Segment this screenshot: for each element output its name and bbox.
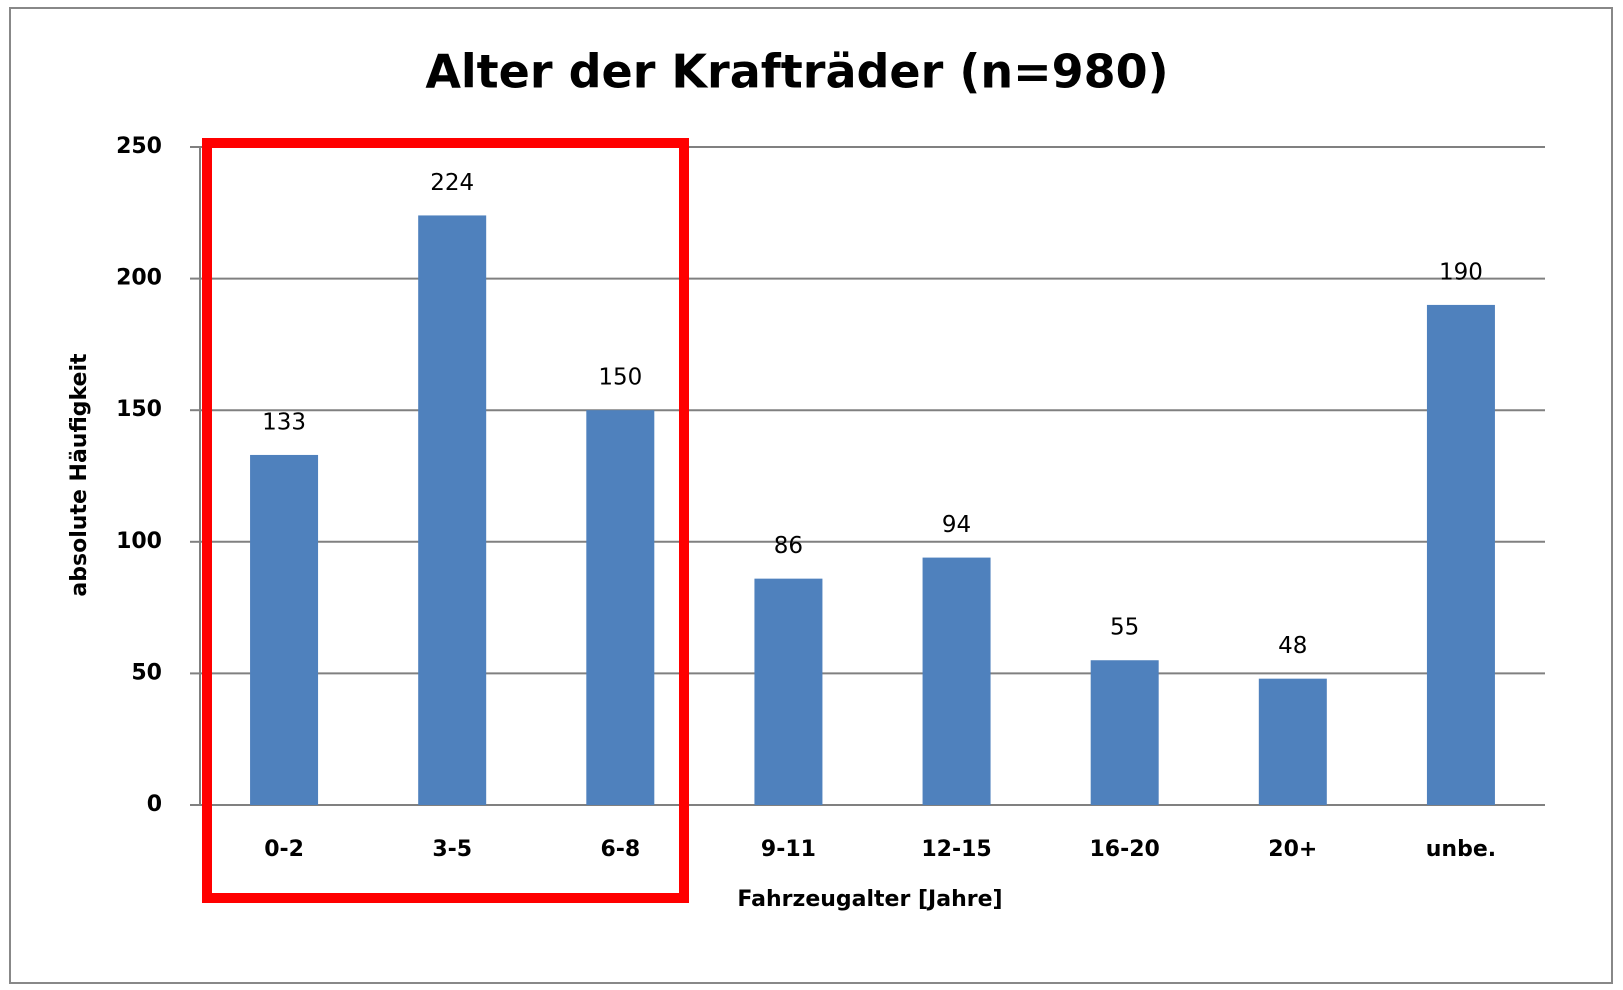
y-tick-label: 250 [116, 134, 162, 159]
bar [1090, 660, 1159, 805]
bar [754, 578, 823, 805]
data-label: 190 [1439, 259, 1483, 285]
bar [922, 557, 991, 805]
x-tick-label: 20+ [1268, 837, 1317, 862]
data-label: 94 [942, 512, 971, 538]
data-label: 55 [1110, 615, 1139, 641]
y-axis-label: absolute Häufigkeit [67, 353, 92, 597]
data-label: 150 [598, 365, 642, 391]
x-axis-label: Fahrzeugalter [Jahre] [737, 887, 1002, 912]
bar [1426, 304, 1495, 805]
chart-title: Alter der Krafträder (n=980) [425, 45, 1168, 99]
y-tick-label: 200 [116, 266, 162, 291]
bar [1258, 678, 1327, 805]
bar [418, 215, 487, 805]
y-tick-label: 100 [116, 529, 162, 554]
highlight-box [202, 138, 689, 903]
x-tick-label: 9-11 [761, 837, 816, 862]
data-label: 133 [262, 409, 306, 435]
x-tick-label: 0-2 [264, 837, 304, 862]
x-tick-label: 16-20 [1090, 837, 1160, 862]
data-label: 48 [1278, 633, 1307, 659]
plot: 0 50 100 150 200 250 0-2 133 3-5 224 6-8 150 9-11 86 1… [116, 134, 1545, 862]
data-label: 86 [774, 533, 803, 559]
x-tick-label: 12-15 [921, 837, 991, 862]
x-tick-label: 3-5 [432, 837, 472, 862]
x-tick-label: unbe. [1426, 837, 1496, 862]
y-tick-label: 50 [131, 660, 162, 685]
x-tick-label: 6-8 [600, 837, 640, 862]
data-label: 224 [430, 170, 474, 196]
y-tick-label: 150 [116, 397, 162, 422]
bar [586, 410, 655, 805]
bar [250, 454, 319, 805]
y-tick-label: 0 [147, 792, 162, 817]
